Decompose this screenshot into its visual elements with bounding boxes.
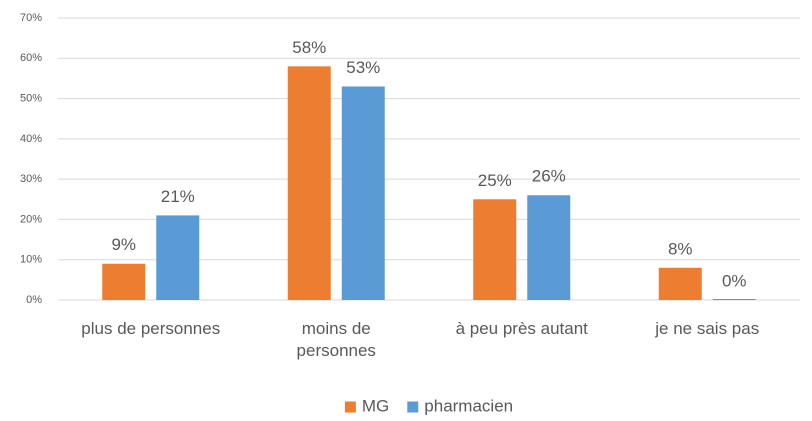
y-tick-label: 40% bbox=[20, 133, 42, 145]
value-label: 53% bbox=[346, 58, 380, 77]
bar bbox=[341, 86, 385, 300]
legend-label: pharmacien bbox=[424, 396, 513, 415]
y-tick-label: 70% bbox=[20, 12, 42, 24]
legend-label: MG bbox=[362, 396, 389, 415]
value-label: 58% bbox=[292, 38, 326, 57]
y-tick-label: 30% bbox=[20, 173, 42, 185]
y-tick-label: 10% bbox=[20, 254, 42, 266]
bar bbox=[156, 215, 200, 300]
legend-swatch bbox=[344, 401, 356, 413]
bar bbox=[287, 66, 331, 300]
value-label: 21% bbox=[161, 187, 195, 206]
bar bbox=[102, 263, 146, 300]
value-label: 25% bbox=[478, 171, 512, 190]
value-label: 8% bbox=[668, 239, 693, 258]
x-tick-label: plus de personnes bbox=[81, 319, 221, 338]
y-tick-label: 60% bbox=[20, 52, 42, 64]
value-label: 9% bbox=[111, 235, 136, 254]
bar bbox=[473, 199, 517, 300]
x-tick-label: moins de personnes bbox=[296, 319, 376, 360]
legend-swatch bbox=[407, 401, 419, 413]
x-tick-label: je ne sais pas bbox=[655, 319, 760, 338]
value-label: 0% bbox=[722, 271, 747, 290]
bar bbox=[712, 299, 756, 300]
bar bbox=[527, 195, 571, 300]
value-label: 26% bbox=[532, 167, 566, 186]
bar bbox=[658, 267, 702, 300]
y-tick-label: 0% bbox=[26, 294, 42, 306]
x-tick-label: à peu près autant bbox=[455, 319, 588, 338]
y-tick-label: 20% bbox=[20, 213, 42, 225]
y-tick-label: 50% bbox=[20, 92, 42, 104]
